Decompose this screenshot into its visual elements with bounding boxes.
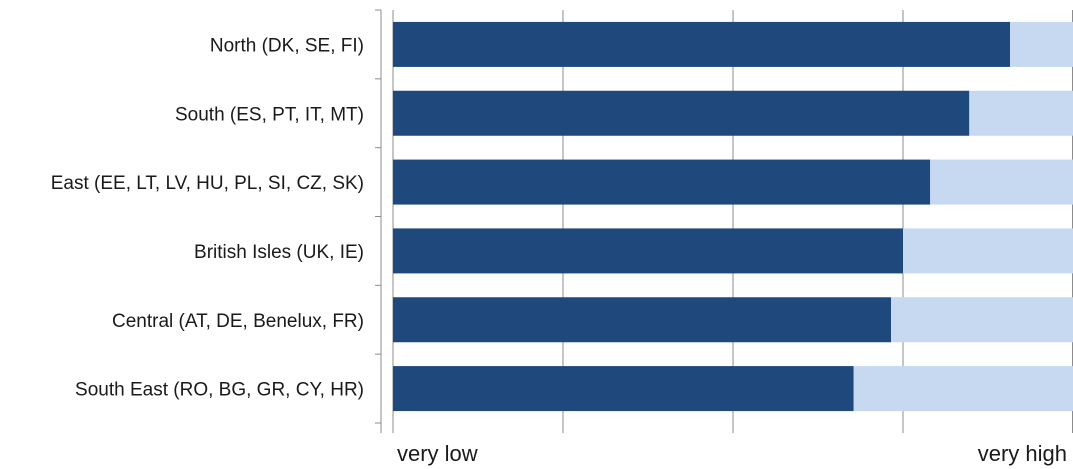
bar-value — [393, 90, 970, 136]
bar-remainder — [903, 228, 1073, 274]
x-tick-label: very low — [397, 441, 478, 466]
axes — [375, 9, 382, 433]
x-tick-labels: very low very high — [397, 441, 1067, 466]
category-label: British Isles (UK, IE) — [194, 242, 364, 263]
category-label: North (DK, SE, FI) — [210, 35, 364, 56]
bar-value — [393, 21, 1011, 67]
bars — [393, 21, 1073, 412]
category-label: South (ES, PT, IT, MT) — [175, 104, 364, 125]
category-label: Central (AT, DE, Benelux, FR) — [112, 311, 364, 332]
bar-value — [393, 366, 854, 412]
x-tick-label: very high — [978, 441, 1067, 466]
category-label: South East (RO, BG, GR, CY, HR) — [75, 380, 364, 401]
bar-remainder — [891, 297, 1073, 343]
bar-value — [393, 228, 903, 274]
bar-value — [393, 159, 931, 205]
bar-remainder — [853, 366, 1073, 412]
bar-value — [393, 297, 892, 343]
category-labels: North (DK, SE, FI) South (ES, PT, IT, MT)… — [51, 35, 364, 400]
bar-remainder — [1010, 21, 1073, 67]
bar-remainder — [930, 159, 1073, 205]
bar-remainder — [969, 90, 1073, 136]
category-label: East (EE, LT, LV, HU, PL, SI, CZ, SK) — [51, 173, 364, 194]
